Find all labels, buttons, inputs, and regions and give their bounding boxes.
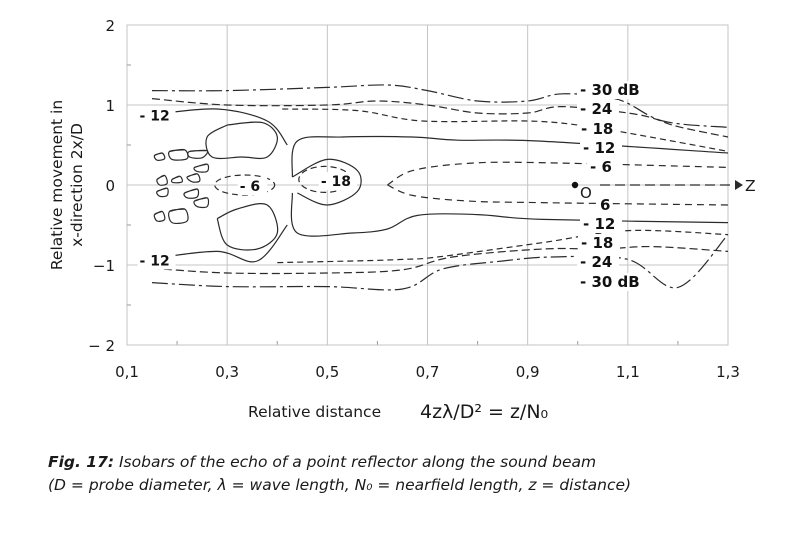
- contour-12db-left-upper: [151, 108, 288, 146]
- contour-24db-lower: [151, 245, 729, 275]
- caption-line1: Fig. 17: Isobars of the echo of a point …: [48, 451, 788, 474]
- point-reflector: [571, 181, 579, 189]
- contour-30db-lower: [151, 234, 729, 291]
- annotation-label: - 18: [321, 174, 351, 190]
- label-6-lower: 6: [600, 196, 610, 214]
- label-bg: [578, 234, 620, 252]
- nearfield-island: [168, 208, 189, 225]
- y-axis-label-line1: Relative movement in: [48, 100, 66, 270]
- annotation-bg: [237, 177, 268, 195]
- label-18-lower: - 18: [581, 234, 613, 252]
- label-6-upper: - 6: [590, 158, 612, 176]
- y-tick-label: 1: [105, 97, 115, 115]
- inner-loop-upper: [205, 121, 278, 160]
- x-tick-label: 0,7: [416, 363, 440, 381]
- nearfield-island: [168, 148, 189, 161]
- label-bg: [587, 158, 620, 176]
- nearfield-island: [153, 210, 166, 222]
- contour-24db-upper: [151, 98, 729, 138]
- contour-labels: - 30 dB- 24- 18- 12- 66- 12- 18- 24- 30 …: [137, 81, 646, 291]
- nearfield-island: [156, 187, 169, 198]
- contour-12db-tongue: [292, 158, 362, 206]
- inner-loop-lower: [216, 203, 279, 251]
- contour-6db-lower: [387, 184, 729, 206]
- label-bg: [597, 196, 612, 214]
- contour-12db-left-lower: [151, 224, 288, 263]
- y-tick-label: 0: [105, 177, 115, 195]
- contour-lines: [151, 84, 729, 291]
- annotation-bg: [137, 106, 176, 125]
- label-30db-lower: - 30 dB: [580, 273, 640, 291]
- label-24-lower: - 24: [580, 253, 612, 271]
- label-bg: [577, 253, 619, 271]
- label-18-upper: - 18: [581, 120, 613, 138]
- z-axis-arrow: [600, 180, 743, 190]
- x-tick-label: 0,9: [516, 363, 540, 381]
- annotation-label: - 6: [240, 179, 260, 195]
- z-axis-label: Z: [745, 177, 756, 195]
- x-tick-label: 0,3: [215, 363, 239, 381]
- contour-12db-lower: [290, 192, 729, 237]
- x-tick-label: 1,1: [616, 363, 640, 381]
- x-axis-label: Relative distance: [248, 403, 381, 421]
- nearfield-island: [187, 149, 209, 159]
- label-30db-upper: - 30 dB: [580, 81, 640, 99]
- label-12-upper: - 12: [583, 139, 615, 157]
- label-bg: [580, 139, 622, 157]
- annotation-bg: [318, 172, 357, 191]
- nearfield-island: [193, 163, 210, 173]
- isobar-chart: - 30 dB- 24- 18- 12- 66- 12- 18- 24- 30 …: [48, 17, 756, 423]
- y-tick-label: −1: [93, 257, 115, 275]
- label-bg: [580, 215, 622, 233]
- grid: [126, 24, 729, 346]
- figure-caption: Fig. 17: Isobars of the echo of a point …: [48, 451, 788, 497]
- annotation-bg: [137, 251, 176, 270]
- label-bg: [577, 100, 619, 118]
- annotation-label: - 12: [140, 253, 170, 269]
- nearfield-island: [186, 173, 201, 183]
- nearfield-islands: [151, 108, 362, 263]
- x-tick-label: 1,3: [716, 363, 740, 381]
- label-bg: [578, 120, 620, 138]
- nearfield-island: [156, 174, 168, 186]
- x-axis-formula: 4zλ/D² = z/N₀: [420, 401, 548, 423]
- label-bg: [577, 81, 646, 99]
- y-tick-label: 2: [105, 17, 115, 35]
- nearfield-island: [183, 188, 200, 199]
- y-tick-label: − 2: [88, 337, 115, 355]
- caption-line2: (D = probe diameter, λ = wave length, N₀…: [48, 476, 632, 494]
- y-axis-label-line2: x-direction 2x/D: [68, 123, 86, 247]
- caption-figure-number: Fig. 17:: [48, 453, 115, 471]
- annotation-label: - 12: [140, 109, 170, 125]
- axis-ticks: 0,1 0,3 0,5 0,7 0,9 1,1 1,3 2 1 0 −1 − 2: [88, 17, 740, 381]
- nearfield-island: [193, 197, 210, 209]
- nearfield-island: [153, 152, 166, 161]
- reflector-label: O: [580, 184, 592, 202]
- contour-18db-upper: [282, 108, 729, 152]
- label-12-lower: - 12: [583, 215, 615, 233]
- caption-title: Isobars of the echo of a point reflector…: [114, 453, 597, 471]
- label-24-upper: - 24: [580, 100, 612, 118]
- x-tick-label: 0,5: [315, 363, 339, 381]
- x-tick-label: 0,1: [115, 363, 139, 381]
- contour-18db-lower: [277, 229, 729, 264]
- label-bg: [577, 273, 646, 291]
- contour-6db-upper: [387, 161, 729, 186]
- nearfield-island: [170, 175, 184, 184]
